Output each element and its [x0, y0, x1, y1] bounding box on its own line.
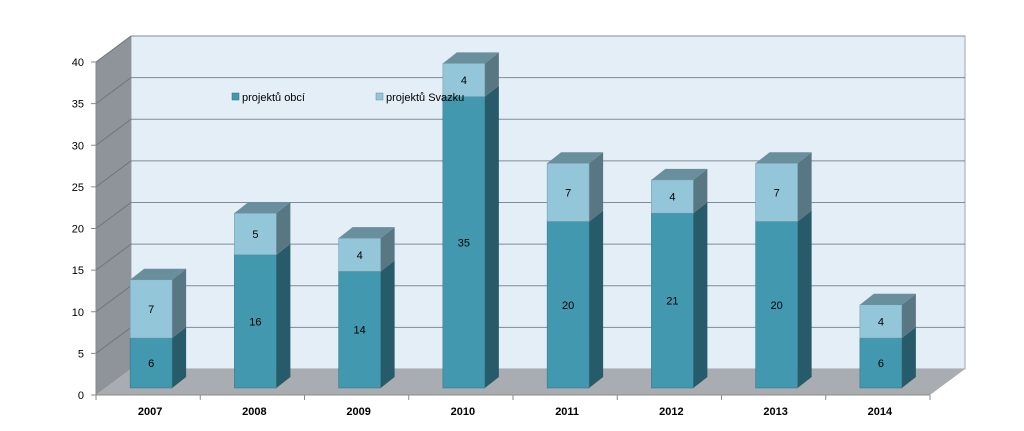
data-label: 4 — [461, 75, 467, 87]
gridline-side — [95, 118, 132, 146]
bar-segment — [546, 221, 590, 389]
gridline-side — [95, 35, 132, 63]
legend-label: projektů Svazku — [386, 92, 464, 104]
bar-side — [172, 268, 187, 339]
data-label: 20 — [562, 300, 574, 312]
y-tick-label: 30 — [72, 140, 84, 152]
bar-side — [276, 202, 291, 255]
bar-segment — [442, 63, 486, 97]
bar-top — [338, 227, 395, 239]
y-tick-label: 20 — [72, 224, 84, 236]
data-label: 7 — [774, 187, 780, 199]
y-tick-label: 5 — [78, 348, 84, 360]
gridline-side — [95, 326, 132, 354]
bar-segment — [234, 212, 277, 256]
y-tick-label: 40 — [72, 57, 84, 69]
y-tick-label: 0 — [78, 390, 84, 402]
bar-segment — [755, 221, 798, 389]
bar-side — [589, 152, 604, 222]
data-label: 7 — [565, 187, 571, 199]
bar-top — [130, 268, 187, 280]
bar-segment — [859, 337, 903, 389]
bar-segment — [338, 237, 381, 272]
bar-side — [380, 227, 395, 272]
y-tick-label: 10 — [72, 307, 84, 319]
data-label: 21 — [666, 296, 678, 308]
bar-top — [755, 152, 812, 164]
bar-side — [693, 168, 708, 214]
bar-top — [859, 293, 916, 305]
legend-swatch — [375, 92, 384, 101]
bar-side — [901, 327, 916, 388]
bar-side — [797, 210, 812, 388]
bar-side — [693, 202, 708, 388]
bar-side — [276, 243, 291, 388]
x-tick-label: 2013 — [763, 406, 787, 418]
bar-side — [797, 152, 812, 222]
bar-segment — [129, 279, 173, 339]
bar-side — [172, 327, 187, 388]
data-label: 7 — [148, 304, 154, 316]
bar-top — [442, 52, 499, 64]
x-tick-label: 2009 — [346, 406, 370, 418]
y-tick-label: 25 — [72, 182, 84, 194]
gridline-side — [95, 285, 132, 313]
floor — [96, 369, 965, 395]
bar-side — [380, 260, 395, 388]
gridline-side — [95, 160, 132, 188]
gridline-side — [95, 77, 132, 105]
y-tick-label: 15 — [72, 265, 84, 277]
legend-swatch — [231, 92, 240, 101]
bar-side — [589, 210, 604, 388]
data-label: 35 — [458, 237, 470, 249]
x-tick-label: 2012 — [659, 406, 683, 418]
data-label: 20 — [771, 300, 783, 312]
bar-segment — [129, 337, 173, 389]
bar-top — [651, 168, 708, 180]
data-label: 14 — [354, 325, 366, 337]
data-label: 16 — [249, 316, 261, 328]
data-label: 6 — [148, 358, 154, 370]
bar-top — [234, 202, 291, 214]
x-tick-label: 2010 — [451, 406, 475, 418]
bar-segment — [546, 162, 590, 222]
bar-side — [484, 52, 499, 97]
x-tick-label: 2011 — [555, 406, 579, 418]
gridline-side — [95, 202, 132, 229]
data-label: 6 — [878, 358, 884, 370]
x-tick-label: 2007 — [138, 406, 162, 418]
bar-side — [484, 85, 499, 388]
data-label: 4 — [878, 316, 884, 328]
bar-segment — [651, 212, 694, 389]
y-tick-label: 35 — [72, 99, 84, 111]
data-label: 4 — [357, 250, 363, 262]
x-tick-label: 2008 — [242, 406, 266, 418]
bar-side — [901, 293, 916, 339]
data-label: 5 — [252, 229, 258, 241]
bar-segment — [755, 162, 798, 222]
legend-label: projektů obcí — [242, 92, 305, 104]
data-label: 4 — [669, 192, 675, 204]
gridline-side — [95, 243, 132, 271]
bar-segment — [442, 96, 486, 389]
bar-segment — [651, 179, 694, 214]
bar-top — [547, 152, 604, 164]
x-tick-label: 2014 — [868, 406, 893, 418]
